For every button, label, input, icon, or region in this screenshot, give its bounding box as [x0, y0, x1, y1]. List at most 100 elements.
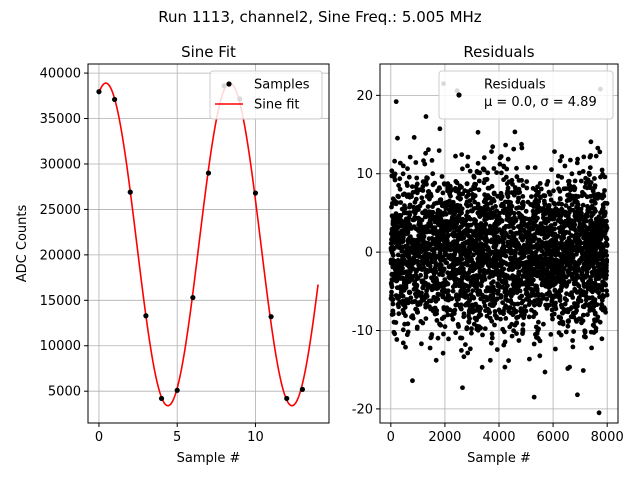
residual-point [466, 313, 471, 319]
residual-point [450, 216, 456, 222]
residual-point [397, 176, 403, 182]
residual-point [524, 185, 530, 191]
residual-point [562, 163, 568, 169]
residual-point [450, 288, 456, 294]
residual-point [530, 186, 536, 191]
residual-point [571, 184, 577, 190]
residual-point [591, 230, 596, 235]
residual-point [479, 241, 485, 247]
residual-point [526, 314, 532, 320]
residual-point [507, 324, 513, 330]
residual-point [447, 198, 452, 204]
residual-point [550, 271, 556, 277]
residual-point [398, 200, 404, 205]
x-tick-label: 8000 [591, 430, 624, 445]
residual-point [487, 207, 493, 213]
residual-point [569, 224, 575, 230]
residual-point [592, 176, 597, 181]
residual-point [402, 203, 407, 209]
residual-point [487, 227, 492, 233]
residual-point [577, 170, 582, 176]
residual-point [467, 257, 472, 263]
residual-point [580, 169, 586, 174]
residual-point [525, 273, 531, 279]
residual-point [456, 234, 462, 240]
residual-point [551, 311, 557, 317]
plot-frame [87, 63, 330, 424]
residual-point [410, 243, 416, 249]
residual-point [531, 270, 536, 275]
residual-point [501, 329, 507, 335]
residual-point [489, 335, 495, 341]
residual-point [564, 297, 569, 303]
residual-point [399, 206, 405, 212]
residual-point [471, 186, 476, 192]
residual-point [514, 331, 519, 336]
residual-point [458, 279, 464, 285]
residual-point [397, 160, 403, 166]
residual-point [557, 214, 563, 220]
x-tick-label: 6000 [537, 430, 570, 445]
residual-point [444, 308, 450, 314]
residual-point [500, 279, 506, 285]
residual-point [584, 185, 590, 191]
residual-point [453, 220, 458, 226]
residual-outlier-point [531, 394, 537, 400]
residual-point [402, 321, 407, 327]
residual-point [516, 195, 521, 201]
residual-point [511, 310, 516, 316]
residual-point [540, 260, 546, 266]
residual-point [593, 328, 599, 334]
residual-point [600, 307, 606, 313]
residual-point [581, 304, 587, 310]
residual-point [481, 155, 487, 161]
residual-point [437, 126, 443, 132]
residual-point [411, 286, 417, 292]
residual-point [397, 269, 403, 275]
residual-points [388, 126, 610, 373]
residual-point [494, 216, 500, 221]
residual-point [535, 297, 541, 302]
residual-point [398, 230, 404, 236]
residual-point [397, 299, 403, 305]
residual-point [391, 221, 397, 227]
residual-point [443, 206, 449, 212]
sample-point [143, 313, 149, 319]
residual-point [580, 268, 585, 273]
residual-point [446, 336, 451, 342]
residual-point [428, 213, 433, 219]
sample-point [158, 395, 165, 402]
residual-point [542, 256, 548, 262]
residual-point [471, 174, 477, 180]
residual-point [520, 274, 526, 279]
residual-point [499, 267, 505, 273]
residual-point [444, 260, 450, 266]
residual-point [537, 181, 543, 186]
residual-point [446, 274, 452, 280]
residual-point [513, 238, 519, 244]
residual-point [465, 209, 470, 215]
residual-point [569, 202, 575, 208]
residual-point [429, 275, 434, 281]
residual-point [503, 294, 509, 299]
residual-point [494, 347, 500, 352]
residual-point [507, 305, 513, 311]
residual-point [400, 171, 406, 177]
residuals-panel: 0 2000 4000 6000 8000 -20 -10 0 10 20 Residuals Sam… [352, 43, 624, 466]
y-tick-label: 10 [356, 167, 373, 182]
residual-point [551, 188, 556, 194]
residual-point [423, 150, 428, 156]
residual-point [417, 203, 423, 209]
residual-point [599, 302, 604, 307]
residual-point [389, 213, 395, 219]
residual-point [510, 291, 516, 296]
residual-point [439, 316, 445, 322]
residual-point [423, 269, 429, 275]
residual-point [502, 364, 508, 370]
residual-point [499, 203, 504, 209]
residual-point [420, 188, 426, 193]
residual-point [598, 174, 603, 180]
residual-point [397, 216, 403, 222]
residual-point [470, 288, 476, 293]
residual-point [512, 129, 518, 135]
